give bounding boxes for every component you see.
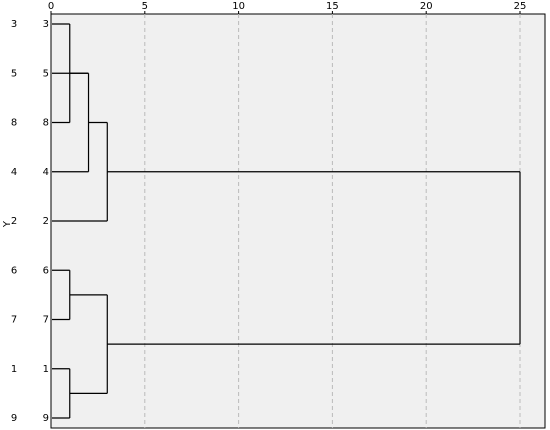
x-tick-label: 15 [326, 1, 339, 12]
leaf-label: 9 [43, 413, 49, 424]
leaf-label: 1 [43, 364, 49, 375]
x-tick-label: 5 [142, 1, 148, 12]
leaf-label-outer: 3 [11, 19, 17, 30]
leaf-label: 3 [43, 19, 49, 30]
leaf-label-outer: 9 [11, 413, 17, 424]
leaf-label: 2 [43, 216, 49, 227]
leaf-label: 7 [43, 315, 49, 326]
x-tick-label: 10 [232, 1, 245, 12]
leaf-label-outer: 4 [11, 167, 17, 178]
leaf-label-outer: 6 [11, 265, 17, 276]
leaf-label-outer: 2 [11, 216, 17, 227]
y-axis-label: Y [2, 220, 13, 228]
leaf-label-outer: 5 [11, 68, 17, 79]
leaf-label-outer: 7 [11, 315, 17, 326]
plot-area [50, 13, 546, 429]
leaf-label-outer: 1 [11, 364, 17, 375]
x-tick-label: 0 [48, 1, 54, 12]
leaf-label: 6 [43, 265, 49, 276]
leaf-label: 8 [43, 118, 49, 129]
x-tick-label: 25 [514, 1, 527, 12]
leaf-label-outer: 8 [11, 118, 17, 129]
x-tick-label: 20 [420, 1, 433, 12]
leaf-label: 5 [43, 68, 49, 79]
leaf-label: 4 [43, 167, 49, 178]
